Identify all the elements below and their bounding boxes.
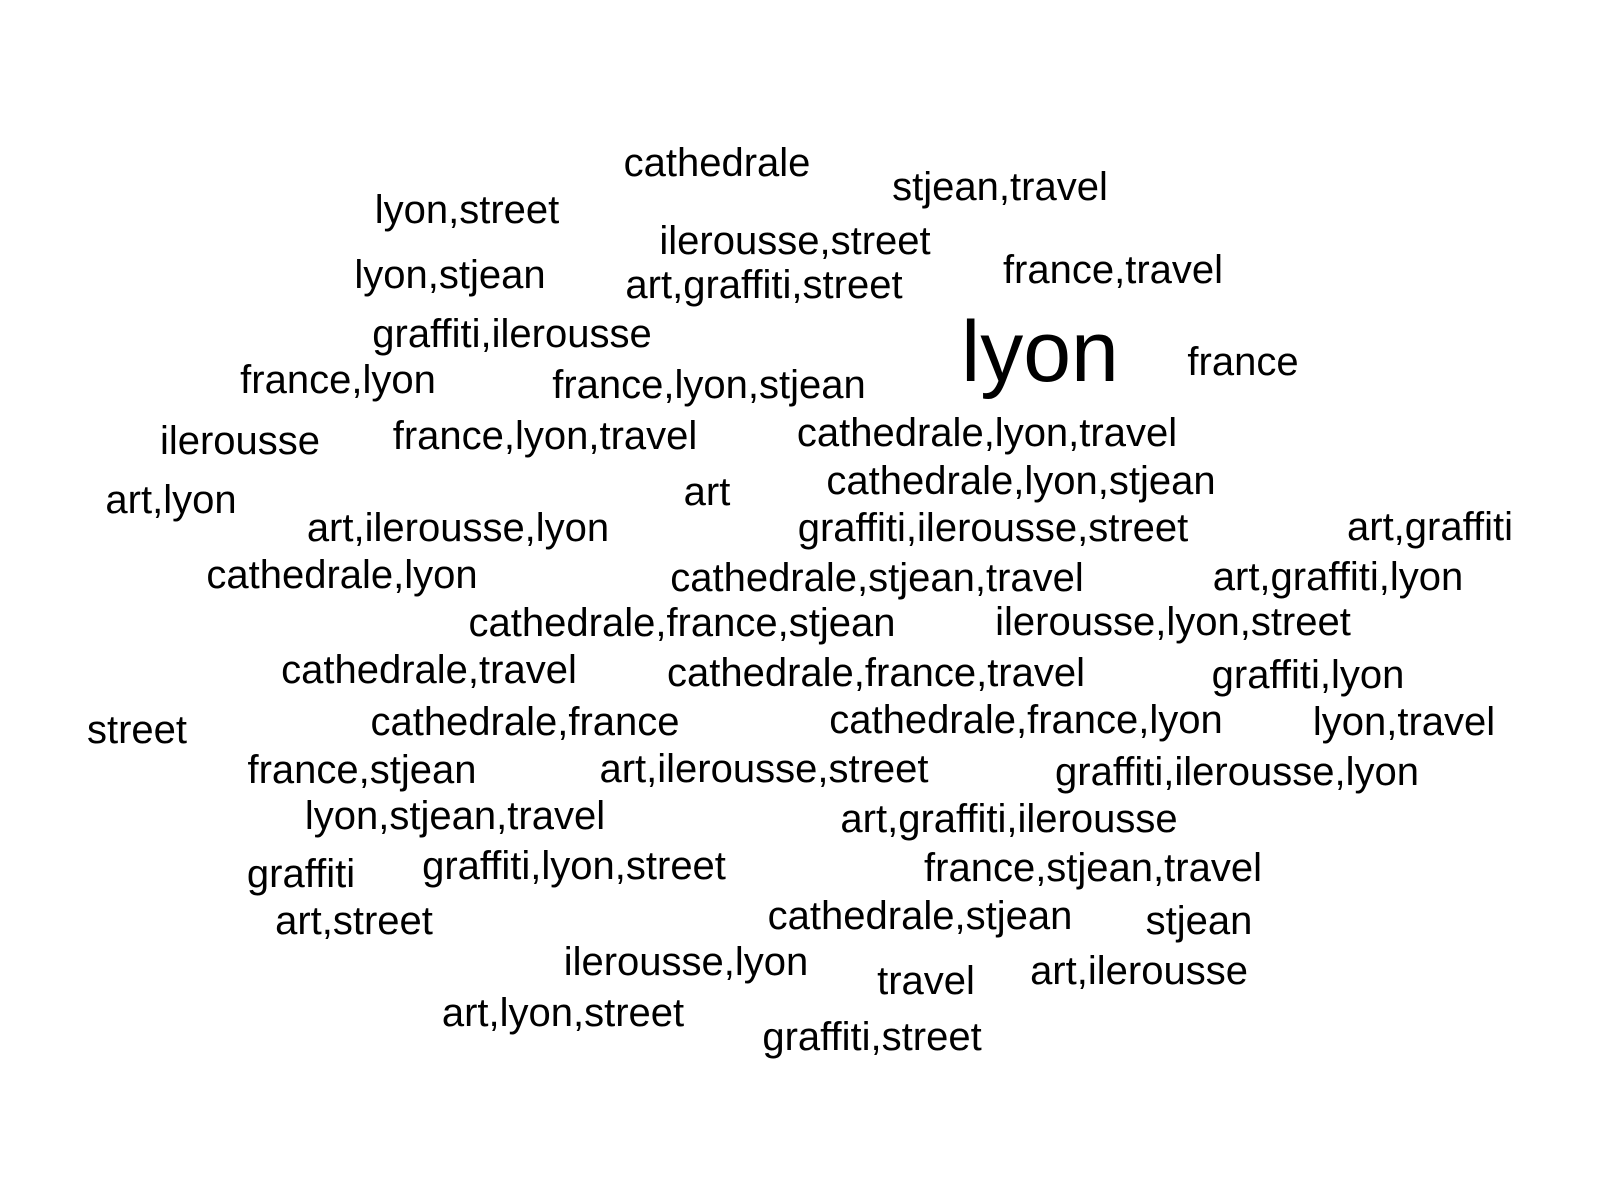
word-lyon-travel: lyon,travel — [1312, 700, 1496, 744]
word-graffiti-ilerousse-street: graffiti,ilerousse,street — [797, 506, 1189, 550]
word-cathedrale-lyon-travel: cathedrale,lyon,travel — [796, 411, 1178, 455]
word-france-lyon-stjean: france,lyon,stjean — [552, 363, 866, 407]
word-ilerousse-lyon-street: ilerousse,lyon,street — [995, 600, 1351, 644]
word-ilerousse-lyon: ilerousse,lyon — [563, 940, 809, 984]
word-cathedrale: cathedrale — [623, 141, 811, 185]
word-cathedrale-france: cathedrale,france — [370, 700, 680, 744]
word-graffiti-street: graffiti,street — [762, 1015, 982, 1059]
word-art-ilerousse: art,ilerousse — [1030, 949, 1248, 993]
word-art-graffiti: art,graffiti — [1347, 505, 1513, 549]
word-france-lyon: france,lyon — [240, 358, 436, 402]
word-cathedrale-lyon: cathedrale,lyon — [206, 553, 478, 597]
word-cathedrale-france-travel: cathedrale,france,travel — [666, 651, 1086, 695]
word-france-stjean: france,stjean — [247, 748, 477, 792]
word-france: france — [1187, 340, 1299, 384]
word-art-ilerousse-lyon: art,ilerousse,lyon — [306, 506, 610, 550]
word-art-lyon-street: art,lyon,street — [441, 991, 685, 1035]
word-lyon: lyon — [961, 304, 1119, 400]
word-travel: travel — [877, 959, 975, 1003]
word-france-travel: france,travel — [1002, 248, 1224, 292]
word-art-lyon: art,lyon — [105, 478, 237, 522]
word-art-graffiti-ilerousse: art,graffiti,ilerousse — [840, 797, 1178, 841]
word-lyon-stjean: lyon,stjean — [354, 253, 546, 297]
word-lyon-street: lyon,street — [374, 188, 560, 232]
word-street: street — [86, 708, 188, 752]
word-france-lyon-travel: france,lyon,travel — [392, 414, 698, 458]
word-art-street: art,street — [275, 899, 433, 943]
word-art-graffiti-street: art,graffiti,street — [625, 263, 903, 307]
word-lyon-stjean-travel: lyon,stjean,travel — [304, 794, 606, 838]
word-graffiti-lyon: graffiti,lyon — [1211, 653, 1405, 697]
word-stjean: stjean — [1145, 899, 1253, 943]
word-art-ilerousse-street: art,ilerousse,street — [599, 747, 929, 791]
word-cathedrale-travel: cathedrale,travel — [281, 648, 577, 692]
word-cathedrale-france-lyon: cathedrale,france,lyon — [829, 698, 1223, 742]
word-ilerousse-street: ilerousse,street — [659, 219, 931, 263]
word-cathedrale-stjean-travel: cathedrale,stjean,travel — [670, 556, 1084, 600]
word-france-stjean-travel: france,stjean,travel — [924, 846, 1262, 890]
word-graffiti-ilerousse: graffiti,ilerousse — [372, 312, 652, 356]
word-ilerousse: ilerousse — [159, 419, 321, 463]
word-stjean-travel: stjean,travel — [892, 165, 1108, 209]
word-art: art — [683, 470, 731, 514]
word-graffiti-lyon-street: graffiti,lyon,street — [422, 844, 726, 888]
word-graffiti: graffiti — [246, 852, 356, 896]
word-cathedrale-stjean: cathedrale,stjean — [767, 894, 1073, 938]
word-cathedrale-france-stjean: cathedrale,france,stjean — [468, 601, 896, 645]
word-cathedrale-lyon-stjean: cathedrale,lyon,stjean — [826, 459, 1216, 503]
word-art-graffiti-lyon: art,graffiti,lyon — [1212, 555, 1464, 599]
word-graffiti-ilerousse-lyon: graffiti,ilerousse,lyon — [1055, 750, 1419, 794]
